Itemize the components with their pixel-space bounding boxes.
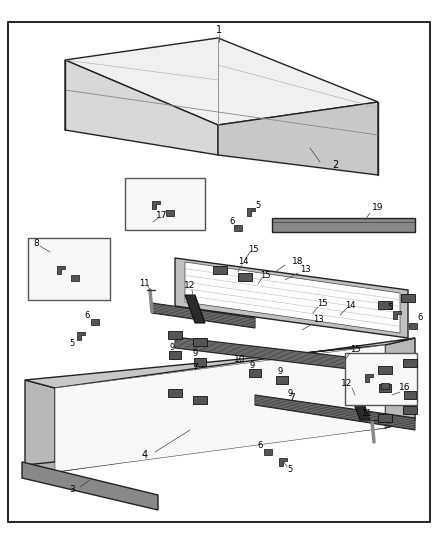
Polygon shape [385,338,415,428]
Polygon shape [57,266,65,274]
Polygon shape [25,380,55,472]
Bar [125,178,205,230]
Text: 14: 14 [345,301,355,310]
Text: 5: 5 [387,303,392,311]
Polygon shape [264,449,272,455]
Polygon shape [409,323,417,329]
Text: 17: 17 [156,211,168,220]
Polygon shape [169,351,181,359]
Polygon shape [238,273,252,281]
Polygon shape [185,262,400,333]
Bar [28,238,110,300]
Polygon shape [279,458,287,466]
Polygon shape [194,358,206,366]
Text: 4: 4 [142,450,148,460]
Text: 15: 15 [317,298,327,308]
Text: 3: 3 [69,486,75,495]
Text: 5: 5 [255,200,261,209]
Polygon shape [166,210,174,216]
Text: 2: 2 [332,160,338,170]
Text: 18: 18 [292,257,304,266]
Text: 9: 9 [192,350,198,359]
Text: 6: 6 [417,313,423,322]
Text: 11: 11 [361,408,371,417]
Text: 9: 9 [170,343,175,351]
Text: 6: 6 [84,311,90,319]
Text: 5: 5 [287,465,293,474]
Polygon shape [403,359,417,367]
Text: 12: 12 [184,281,196,290]
Polygon shape [152,201,160,209]
Text: 5: 5 [69,340,74,349]
Text: 6: 6 [230,217,235,227]
Text: 15: 15 [350,345,360,354]
Polygon shape [71,275,79,281]
Text: 16: 16 [399,384,411,392]
Text: 6: 6 [257,440,263,449]
Polygon shape [175,337,415,377]
Polygon shape [404,391,416,399]
Polygon shape [249,369,261,377]
Text: 14: 14 [238,257,248,266]
Text: 13: 13 [300,265,310,274]
Polygon shape [379,384,391,392]
Polygon shape [378,366,392,374]
Polygon shape [168,331,182,339]
Polygon shape [255,395,415,430]
Polygon shape [403,406,417,414]
Polygon shape [393,311,401,319]
Text: 1: 1 [216,25,222,35]
Text: 9: 9 [249,360,254,369]
Text: 11: 11 [139,279,149,287]
Polygon shape [234,225,242,231]
Polygon shape [55,345,385,472]
Polygon shape [378,301,392,309]
Polygon shape [381,383,389,389]
Text: 19: 19 [372,204,384,213]
Polygon shape [272,218,415,232]
Polygon shape [185,295,205,323]
Text: 7: 7 [192,364,198,373]
Text: 9: 9 [287,389,293,398]
Bar [345,353,417,405]
Polygon shape [213,266,227,274]
Polygon shape [25,420,415,472]
Polygon shape [25,338,415,388]
Polygon shape [247,208,255,216]
Text: 9: 9 [277,367,283,376]
Polygon shape [218,102,378,175]
Text: 8: 8 [33,238,39,247]
Polygon shape [168,389,182,397]
Text: 13: 13 [313,316,323,325]
Polygon shape [193,338,207,346]
Text: 12: 12 [341,378,353,387]
Polygon shape [91,319,99,325]
Polygon shape [350,393,370,420]
Polygon shape [77,332,85,340]
Polygon shape [276,376,288,384]
Polygon shape [175,258,408,338]
Polygon shape [65,38,378,125]
Polygon shape [152,303,255,328]
Text: 15: 15 [260,271,270,279]
Polygon shape [65,60,218,155]
Polygon shape [22,462,158,510]
Polygon shape [365,374,373,382]
Text: 10: 10 [234,356,246,365]
Text: 15: 15 [248,245,258,254]
Polygon shape [193,396,207,404]
Text: 7: 7 [289,392,295,401]
Polygon shape [378,414,392,422]
Polygon shape [401,294,415,302]
